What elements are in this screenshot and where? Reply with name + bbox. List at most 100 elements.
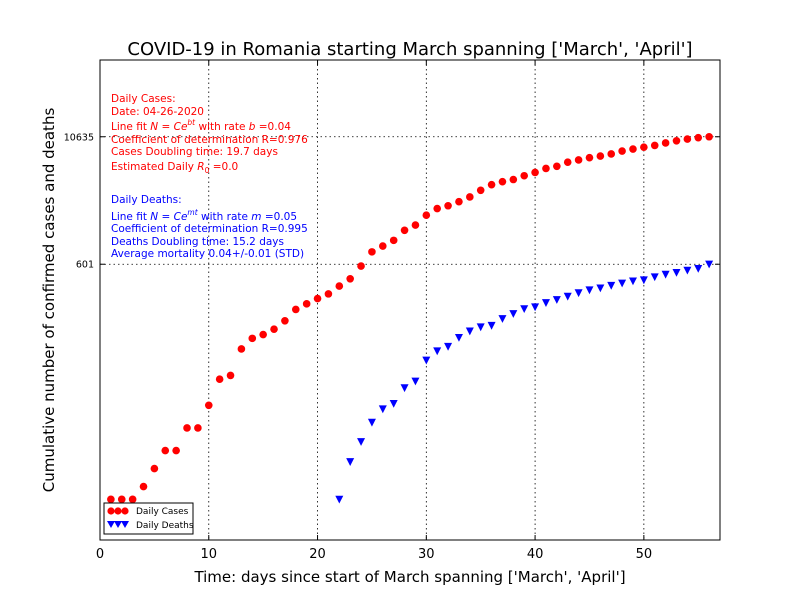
data-point-cases	[161, 446, 170, 455]
legend-cases-marker	[107, 507, 115, 515]
data-point-cases	[248, 334, 257, 343]
data-point-cases	[542, 164, 550, 173]
data-point-cases	[128, 495, 137, 504]
legend-cases-label: Daily Cases	[136, 507, 189, 517]
legend-cases-marker	[114, 507, 122, 515]
data-point-deaths	[531, 303, 540, 312]
data-point-deaths	[444, 342, 453, 351]
data-point-cases	[476, 186, 485, 195]
data-point-cases	[291, 305, 300, 314]
deaths-doubling: Deaths Doubling time: 15.2 days	[111, 236, 284, 248]
data-point-cases	[379, 242, 387, 250]
data-point-cases	[683, 135, 692, 143]
data-point-cases	[629, 145, 637, 153]
legend-deaths-marker	[121, 521, 129, 528]
series-daily-deaths	[335, 260, 714, 504]
x-tick-label: 40	[527, 547, 544, 562]
data-point-cases	[487, 180, 496, 189]
deaths-fit-rate-var: m	[251, 211, 261, 223]
data-point-cases	[455, 197, 463, 206]
cases-r0-var: R	[197, 161, 204, 173]
data-point-deaths	[454, 333, 463, 342]
deaths-fit: Line fit N = Cemt with rate m =0.05	[111, 208, 297, 223]
data-point-deaths	[346, 458, 355, 466]
data-point-cases	[183, 424, 191, 432]
cases-fit: Line fit N = Cebt with rate b =0.04	[111, 118, 291, 133]
cases-fit-formula: N = Ce	[150, 121, 187, 133]
legend-deaths-label: Daily Deaths	[136, 521, 194, 531]
data-point-deaths	[661, 270, 670, 279]
deaths-fit-prefix: Line fit	[111, 211, 150, 223]
legend: Daily Cases Daily Deaths	[103, 502, 194, 535]
x-tick-label: 0	[96, 547, 104, 562]
data-point-deaths	[607, 281, 616, 290]
cases-doubling: Cases Doubling time: 19.7 days	[111, 146, 278, 158]
data-point-cases	[661, 139, 670, 147]
data-point-deaths	[574, 289, 583, 298]
data-point-deaths	[476, 323, 485, 332]
cases-fit-rate-var: b	[249, 121, 256, 133]
data-point-cases	[531, 168, 539, 177]
data-point-deaths	[411, 377, 420, 386]
legend-cases-marker	[121, 507, 129, 515]
data-point-cases	[411, 221, 420, 229]
cases-r0-value: =0.0	[209, 161, 238, 173]
x-tick-label: 10	[200, 547, 217, 562]
data-point-cases	[194, 424, 202, 432]
deaths-mortality: Average mortality 0.04+/-0.01 (STD)	[111, 248, 304, 260]
data-point-cases	[226, 371, 235, 380]
data-point-cases	[618, 147, 626, 155]
legend-deaths-marker	[114, 521, 122, 528]
data-point-cases	[281, 316, 289, 325]
data-point-deaths	[618, 279, 627, 288]
y-axis-label: Cumulative number of confirmed cases and…	[40, 108, 58, 493]
deaths-fit-exp: mt	[187, 208, 198, 217]
data-point-cases	[357, 262, 365, 270]
data-point-cases	[237, 345, 246, 353]
plot-frame	[99, 59, 721, 541]
data-point-cases	[585, 153, 594, 162]
chart-title: COVID-19 in Romania starting March spann…	[127, 39, 692, 60]
cases-fit-rate-value: =0.04	[255, 121, 291, 133]
data-point-deaths	[552, 296, 561, 304]
data-point-cases	[117, 495, 126, 504]
data-point-cases	[335, 282, 344, 290]
data-point-cases	[302, 300, 311, 308]
cases-fit-rate-text: with rate	[195, 121, 249, 133]
data-point-cases	[520, 171, 529, 180]
data-point-deaths	[639, 276, 648, 285]
legend-deaths-marker	[107, 521, 115, 528]
data-point-cases	[553, 162, 561, 171]
data-point-deaths	[367, 418, 376, 427]
x-tick-label: 30	[418, 547, 435, 562]
data-point-cases	[107, 495, 115, 504]
data-point-deaths	[465, 327, 474, 336]
cases-r0: Estimated Daily R0 =0.0	[111, 161, 238, 175]
deaths-fit-rate-text: with rate	[198, 211, 252, 223]
cases-date: Date: 04-26-2020	[111, 106, 204, 118]
data-point-cases	[640, 143, 648, 151]
data-point-cases	[389, 236, 398, 245]
data-point-deaths	[357, 438, 366, 446]
data-point-cases	[139, 482, 148, 491]
data-point-deaths	[378, 405, 387, 414]
data-point-deaths	[389, 399, 398, 408]
deaths-fit-formula: N = Ce	[150, 211, 187, 223]
data-point-cases	[596, 152, 605, 160]
data-point-cases	[694, 133, 703, 142]
data-point-cases	[563, 158, 572, 167]
data-point-cases	[466, 193, 474, 201]
cases-r0-sub: 0	[205, 166, 210, 175]
data-point-cases	[607, 150, 616, 158]
cases-fit-prefix: Line fit	[111, 121, 150, 133]
data-point-deaths	[563, 292, 572, 301]
data-point-cases	[400, 226, 409, 235]
data-point-deaths	[433, 347, 442, 356]
data-point-cases	[270, 325, 278, 333]
deaths-r2: Coefficient of determination R=0.995	[111, 223, 308, 235]
series-daily-cases	[107, 132, 713, 504]
deaths-header: Daily Deaths:	[111, 194, 182, 206]
data-point-cases	[215, 375, 224, 384]
data-point-cases	[444, 201, 452, 210]
